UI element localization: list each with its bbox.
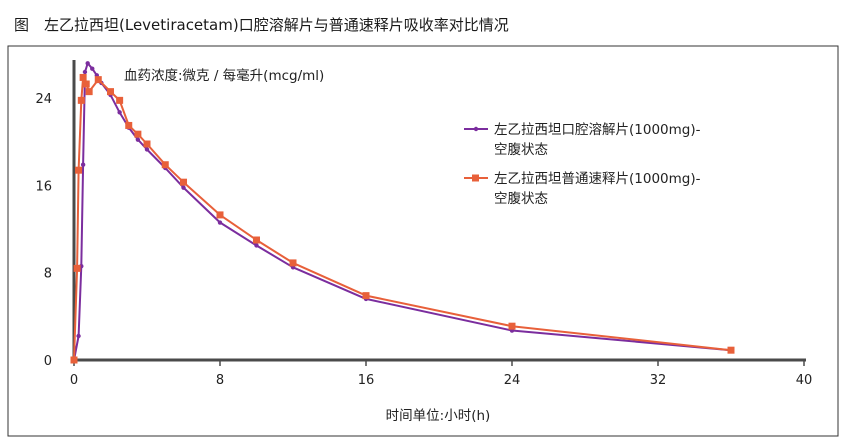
data-point-square	[727, 346, 735, 354]
data-point-circle	[76, 333, 81, 339]
plot-frame	[7, 45, 839, 437]
series-line-2	[73, 76, 732, 361]
data-point-square	[75, 166, 83, 174]
y-tick-label: 16	[35, 179, 52, 194]
x-axis-label: 时间单位:小时(h)	[386, 408, 491, 424]
axes: 0 8 16 24 32 40 0 8 16 24	[35, 60, 812, 388]
data-point-square	[94, 76, 102, 84]
x-tick-label: 40	[796, 373, 813, 388]
legend-label: 左乙拉西坦口腔溶解片(1000mg)-空腹状态	[494, 122, 701, 158]
data-point-square	[180, 178, 187, 186]
legend-marker-square	[472, 174, 479, 182]
data-point-circle	[85, 61, 90, 66]
y-tick-label: 24	[35, 92, 52, 107]
data-point-square	[79, 73, 87, 81]
data-point-square	[143, 140, 151, 148]
y-tick-label: 8	[44, 267, 52, 282]
legend: 左乙拉西坦口腔溶解片(1000mg)-空腹状态左乙拉西坦普通速释片(1000mg…	[464, 122, 701, 207]
data-point-square	[134, 130, 142, 138]
x-tick-label: 16	[358, 373, 375, 388]
data-point-circle	[181, 185, 186, 190]
x-tick-label: 8	[216, 373, 224, 388]
data-point-circle	[82, 69, 88, 75]
data-point-circle	[217, 220, 223, 225]
data-point-square	[70, 356, 78, 364]
legend-marker-circle	[473, 126, 479, 132]
data-point-circle	[90, 66, 95, 71]
data-point-square	[508, 322, 516, 330]
data-point-square	[107, 88, 114, 96]
data-point-square	[216, 211, 224, 219]
data-point-square	[77, 96, 85, 104]
x-tick-label: 32	[650, 373, 667, 388]
data-point-square	[161, 161, 169, 169]
figure-title: 图 左乙拉西坦(Levetiracetam)口腔溶解片与普通速释片吸收率对比情况	[14, 16, 509, 34]
data-point-square	[116, 96, 124, 104]
data-point-square	[73, 264, 81, 272]
data-point-circle	[80, 162, 86, 167]
series-line-1	[73, 62, 732, 361]
data-point-circle	[135, 137, 141, 142]
y-tick-label: 0	[44, 354, 52, 369]
x-tick-label: 24	[504, 373, 521, 388]
legend-label: 左乙拉西坦普通速释片(1000mg)-空腹状态	[494, 171, 701, 207]
y-axis-label: 血药浓度:微克 / 每毫升(mcg/ml)	[124, 67, 324, 84]
data-point-circle	[144, 147, 150, 152]
data-point-square	[362, 292, 370, 300]
data-point-square	[125, 121, 133, 129]
data-point-square	[289, 259, 297, 267]
x-tick-label: 0	[70, 373, 78, 388]
data-point-square	[253, 236, 260, 244]
series-layer	[70, 61, 735, 364]
data-point-square	[85, 88, 93, 96]
data-point-square	[82, 80, 90, 88]
data-point-circle	[117, 110, 122, 115]
data-point-circle	[254, 243, 259, 248]
